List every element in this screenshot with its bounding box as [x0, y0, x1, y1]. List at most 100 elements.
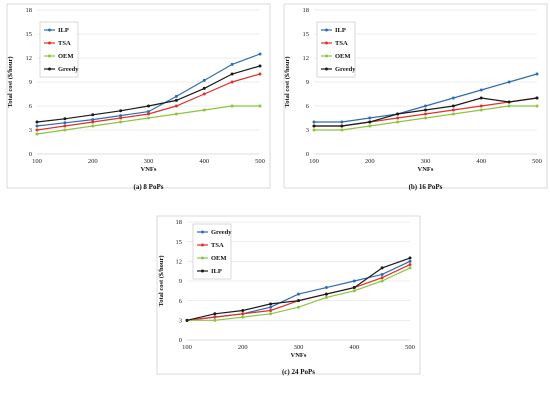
legend-marker — [325, 54, 328, 58]
data-point — [352, 286, 356, 290]
data-point — [408, 256, 412, 260]
data-point — [174, 104, 178, 108]
y-axis-title: Total cost ($/hour) — [7, 56, 14, 107]
data-point — [352, 289, 356, 293]
data-point — [174, 112, 178, 116]
data-point — [202, 78, 206, 82]
data-point — [35, 132, 39, 136]
y-tick-label: 15 — [26, 31, 33, 38]
data-point — [213, 318, 217, 322]
legend-marker — [325, 67, 328, 71]
data-point — [147, 112, 150, 116]
legend-marker — [48, 54, 51, 58]
data-point — [147, 116, 150, 120]
data-point — [202, 86, 206, 90]
data-point — [35, 124, 39, 128]
y-tick-label: 3 — [179, 318, 182, 325]
data-point — [119, 116, 123, 120]
data-point — [340, 124, 344, 128]
data-point — [213, 315, 217, 319]
legend-label: TSA — [211, 242, 224, 249]
y-tick-label: 6 — [179, 298, 183, 305]
legend: ILP TSA OEM Greedy — [316, 21, 356, 78]
y-tick-label: 9 — [306, 79, 309, 86]
legend: Greedy TSA OEM ILP — [192, 223, 232, 280]
x-tick-label: 400 — [476, 158, 486, 165]
data-point — [368, 120, 372, 124]
data-point — [424, 108, 427, 112]
data-point — [408, 266, 412, 270]
series-greedy — [35, 64, 262, 124]
chart-panel-3: 0 3 6 9 12 15 18 100 200 300 400 500 VNFs Total cost … — [156, 215, 421, 375]
data-point — [91, 124, 95, 128]
data-point — [269, 302, 273, 306]
data-point — [424, 116, 427, 120]
x-axis-title: VNFs — [291, 352, 307, 359]
data-point — [297, 299, 300, 303]
y-tick-label: 0 — [306, 151, 309, 158]
data-point — [380, 272, 384, 276]
y-tick-label: 6 — [306, 103, 310, 110]
data-point — [230, 104, 234, 108]
data-point — [297, 292, 300, 296]
y-tick-label: 3 — [306, 127, 309, 134]
legend-marker — [201, 230, 204, 234]
y-tick-label: 18 — [303, 7, 310, 14]
data-point — [119, 114, 123, 118]
legend-box — [192, 223, 232, 280]
x-tick-label: 300 — [144, 158, 154, 165]
data-point — [213, 312, 217, 316]
series-oem — [312, 104, 539, 132]
data-point — [312, 120, 316, 124]
data-point — [230, 72, 234, 76]
data-point — [312, 128, 316, 132]
y-tick-label: 0 — [179, 337, 182, 344]
data-point — [352, 279, 356, 283]
data-point — [147, 104, 150, 108]
data-point — [63, 128, 67, 132]
data-point — [147, 110, 150, 114]
x-tick-label: 500 — [405, 344, 415, 351]
legend-marker — [201, 256, 204, 260]
data-point — [35, 120, 39, 124]
x-tick-label: 500 — [532, 158, 542, 165]
data-point — [185, 318, 189, 322]
data-point — [258, 52, 262, 56]
legend-label: OEM — [335, 53, 351, 60]
data-point — [380, 276, 384, 280]
chart-panel-2: 0 3 6 9 12 15 18 100 200 300 400 500 VNFs Total cost … — [283, 3, 548, 189]
y-tick-label: 18 — [176, 219, 183, 226]
data-point — [258, 64, 262, 68]
legend-box — [316, 21, 356, 78]
legend-label: Greedy — [335, 66, 356, 73]
data-point — [451, 96, 455, 100]
x-tick-label: 100 — [32, 158, 42, 165]
legend-marker — [48, 67, 51, 71]
legend: ILP TSA OEM Greedy — [39, 21, 79, 78]
data-point — [479, 104, 483, 108]
legend-label: Greedy — [58, 66, 79, 73]
x-tick-label: 100 — [309, 158, 319, 165]
legend-marker — [48, 28, 51, 32]
data-point — [174, 94, 178, 98]
chart-panel-1: 0 3 6 9 12 15 18 100 200 300 400 500 VNFs Total cost … — [6, 3, 271, 189]
legend-label: OEM — [58, 53, 74, 60]
data-point — [230, 62, 234, 66]
legend-label: ILP — [58, 27, 69, 34]
data-point — [535, 72, 539, 76]
data-point — [408, 259, 412, 263]
data-point — [324, 292, 328, 296]
legend-label: TSA — [335, 40, 348, 47]
chart-caption: (c) 24 PoPs — [282, 368, 315, 376]
y-axis-title: Total cost ($/hour) — [158, 255, 165, 306]
data-point — [451, 104, 455, 108]
x-tick-label: 300 — [421, 158, 431, 165]
data-point — [63, 124, 67, 128]
data-point — [535, 104, 539, 108]
legend-marker — [201, 243, 204, 247]
chart-frame — [6, 3, 271, 189]
data-point — [241, 315, 245, 319]
data-point — [451, 108, 455, 112]
data-point — [507, 80, 511, 84]
